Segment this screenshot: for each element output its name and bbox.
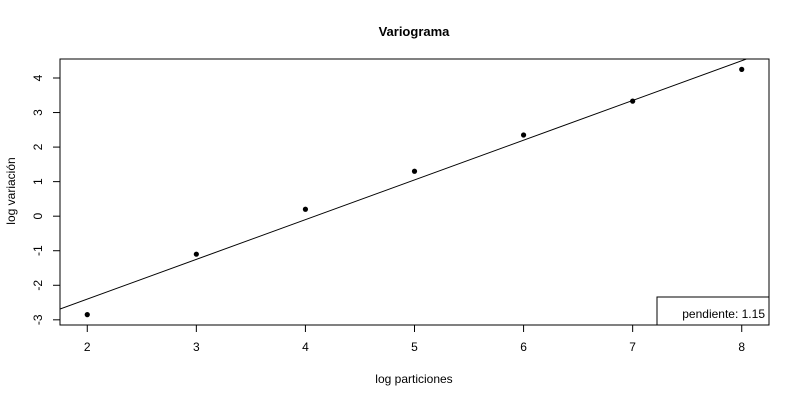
x-tick-label: 7 xyxy=(629,340,636,354)
data-point xyxy=(84,312,90,318)
x-tick-label: 5 xyxy=(411,340,418,354)
x-tick-label: 6 xyxy=(520,340,527,354)
y-tick-label: 1 xyxy=(31,178,45,185)
y-tick-label: -2 xyxy=(31,280,45,291)
data-point xyxy=(520,132,527,138)
data-point xyxy=(411,168,418,174)
x-tick-label: 2 xyxy=(84,340,91,354)
plot-content xyxy=(60,59,748,318)
y-tick-label: 4 xyxy=(31,74,45,81)
data-point xyxy=(302,206,309,212)
chart-title: Variograma xyxy=(379,24,451,39)
regression-line xyxy=(60,59,748,310)
x-axis-label: log particiones xyxy=(375,372,452,386)
x-axis-ticks: 2 3 4 5 6 7 8 xyxy=(84,325,745,354)
data-point xyxy=(630,98,636,104)
x-tick-label: 3 xyxy=(193,340,200,354)
y-tick-label: 2 xyxy=(31,143,45,150)
y-axis-label: log variación xyxy=(4,157,18,224)
plot-frame xyxy=(59,58,770,326)
data-point xyxy=(739,66,745,72)
x-tick-label: 8 xyxy=(738,340,745,354)
legend-box xyxy=(656,296,770,326)
y-tick-label: -1 xyxy=(31,245,45,256)
y-tick-label: 3 xyxy=(31,109,45,116)
y-axis-ticks: -3 -2 -1 0 1 2 3 4 xyxy=(31,74,60,325)
legend-text: pendiente: 1.15 xyxy=(682,307,765,321)
x-tick-label: 4 xyxy=(302,340,309,354)
legend: pendiente: 1.15 xyxy=(656,296,770,326)
y-tick-label: -3 xyxy=(31,314,45,325)
y-tick-label: 0 xyxy=(31,213,45,220)
data-point xyxy=(193,251,199,257)
